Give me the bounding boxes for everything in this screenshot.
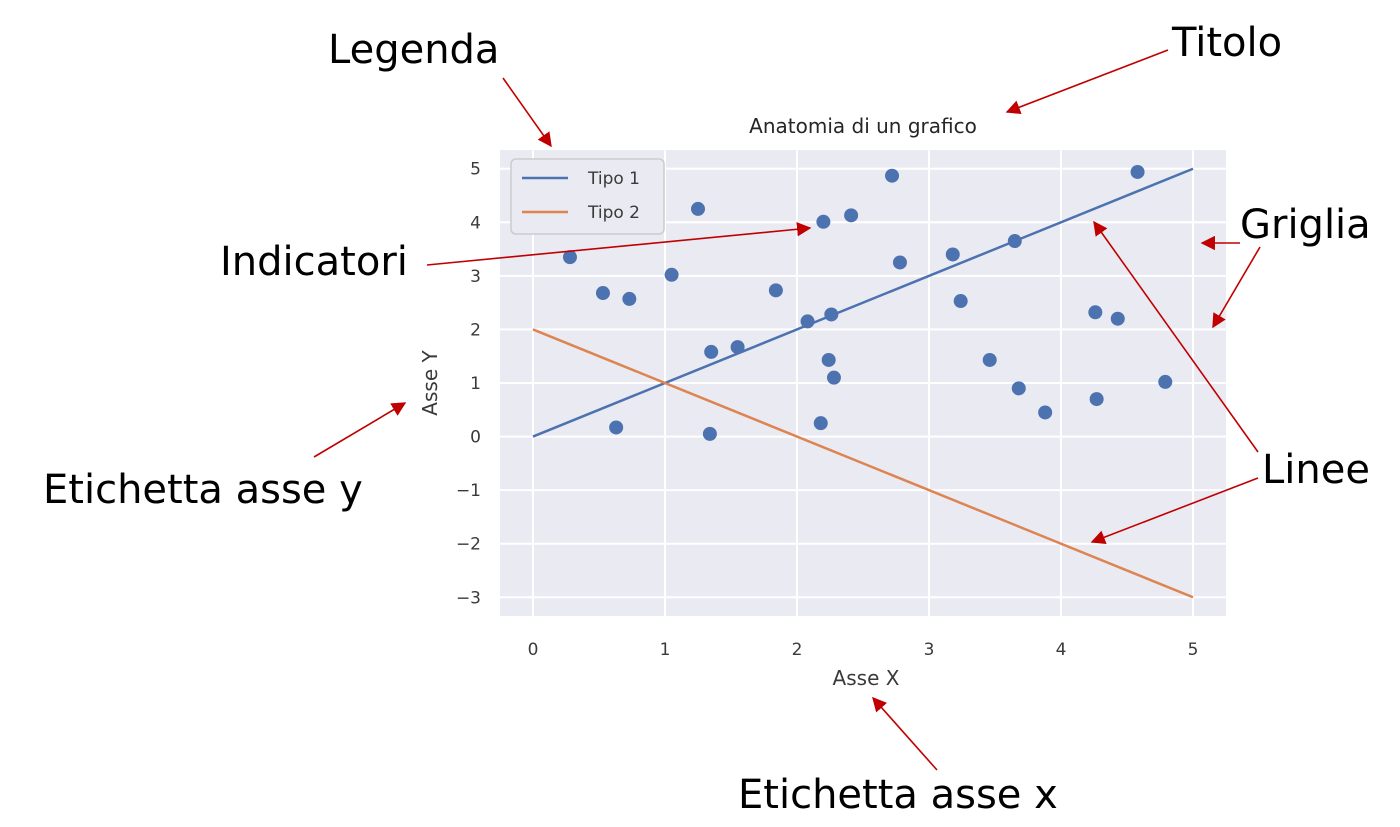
scatter-point [704, 344, 719, 359]
scatter-point [1130, 164, 1145, 179]
scatter-point [609, 420, 624, 435]
annotation-legend: Legenda [328, 27, 499, 73]
y-tick-label: −3 [456, 588, 481, 608]
scatter-point [1089, 392, 1104, 407]
scatter-point [691, 201, 705, 216]
x-axis-label: Asse X [833, 666, 900, 690]
y-tick-label: 5 [470, 160, 481, 180]
arrow-legend [502, 77, 552, 148]
y-tick-label: 4 [470, 213, 481, 233]
scatter-point [1110, 311, 1125, 326]
y-tick-label: 3 [470, 267, 481, 287]
arrow-grid-bottom [1212, 246, 1261, 329]
scatter-point [1088, 305, 1103, 320]
annotations: Legenda Titolo Indicatori Griglia Linee … [43, 20, 1371, 818]
y-tick-label: −2 [456, 535, 481, 555]
y-tick-label: 0 [470, 428, 481, 448]
scatter-point [664, 267, 679, 282]
x-tick-label: 5 [1188, 640, 1199, 660]
scatter-point [595, 286, 610, 301]
legend-label-tipo-1: Tipo 1 [587, 169, 640, 189]
annotation-title: Titolo [1171, 20, 1282, 66]
y-axis-label: Asse Y [418, 350, 442, 416]
arrow-lines-blue [1093, 220, 1259, 453]
x-tick-label: 0 [528, 640, 539, 660]
y-tick-label: 1 [470, 374, 481, 394]
scatter-point [768, 283, 783, 298]
arrow-x-axis-label [872, 696, 938, 771]
scatter-point [1007, 234, 1022, 249]
scatter-point [730, 340, 745, 355]
scatter-point [622, 291, 637, 306]
scatter-point [945, 247, 960, 262]
arrow-lines-orange [1090, 477, 1259, 545]
plot-area: 0 1 2 3 4 5 5 4 3 2 1 0 −1 −2 −3 Anatomia di un grafi… [418, 114, 1226, 690]
annotation-grid: Griglia [1240, 202, 1371, 248]
annotation-markers: Indicatori [220, 239, 408, 285]
legend: Tipo 1 Tipo 2 [510, 158, 665, 235]
annotation-x-axis-label: Etichetta asse x [738, 772, 1058, 818]
scatter-point [953, 294, 968, 309]
annotation-lines: Linee [1262, 447, 1370, 493]
arrow-title [1005, 49, 1169, 115]
x-tick-label: 1 [660, 640, 671, 660]
scatter-markers [562, 164, 1173, 441]
y-tick-label: −1 [456, 481, 481, 501]
scatter-point [824, 307, 839, 322]
chart-title: Anatomia di un grafico [749, 114, 977, 138]
x-tick-label: 3 [924, 640, 935, 660]
scatter-point [1158, 374, 1173, 389]
scatter-point [1038, 405, 1053, 420]
arrow-markers [426, 222, 812, 266]
annotation-arrows [313, 49, 1261, 771]
y-tick-label: 2 [470, 320, 481, 340]
scatter-point [826, 370, 841, 385]
legend-label-tipo-2: Tipo 2 [587, 203, 640, 223]
series-line-1 [532, 167, 1194, 438]
series-lines [532, 167, 1194, 599]
scatter-point [892, 255, 907, 270]
scatter-point [702, 426, 717, 441]
series-line-2 [532, 328, 1194, 599]
scatter-point [1011, 381, 1026, 396]
scatter-point [982, 352, 997, 367]
arrow-y-axis-label [313, 402, 407, 458]
scatter-point [885, 168, 900, 183]
x-tick-label: 2 [792, 640, 803, 660]
scatter-point [816, 214, 831, 229]
x-tick-label: 4 [1056, 640, 1067, 660]
scatter-point [562, 250, 577, 265]
scatter-point [813, 416, 828, 431]
scatter-point [800, 314, 815, 329]
scatter-point [844, 208, 859, 223]
x-tick-labels: 0 1 2 3 4 5 [528, 640, 1199, 660]
annotation-y-axis-label: Etichetta asse y [43, 467, 363, 513]
y-tick-labels: 5 4 3 2 1 0 −1 −2 −3 [456, 160, 481, 609]
scatter-point [821, 352, 836, 367]
